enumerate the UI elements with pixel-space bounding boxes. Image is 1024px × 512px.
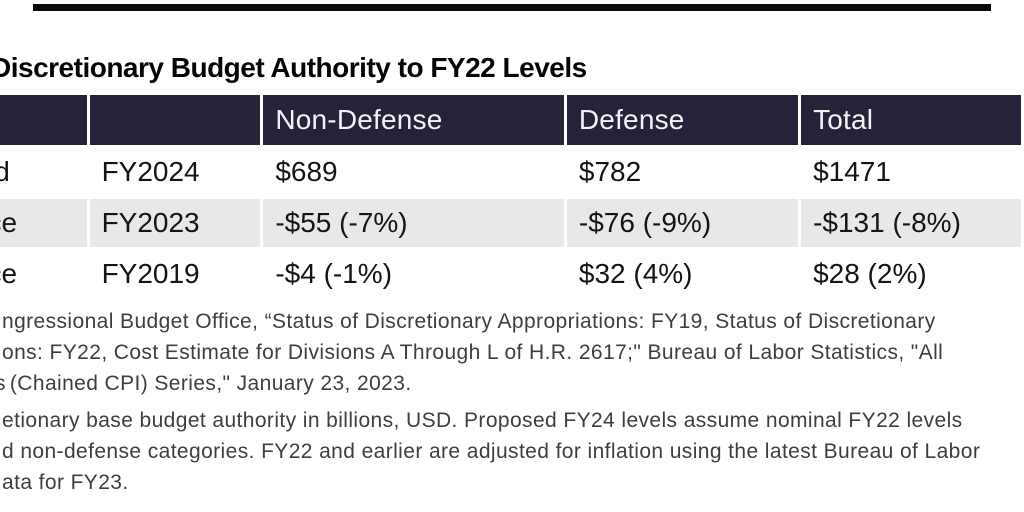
cell-year: FY2023 <box>89 199 261 247</box>
column-header-total: Total <box>801 95 1021 145</box>
table-row-fy2023: Difference FY2023 -$55 (-7%) -$76 (-9%) … <box>0 199 1021 247</box>
cell-defense: -$76 (-9%) <box>566 199 799 247</box>
cell-year: FY2024 <box>89 148 261 196</box>
source-line-2: ons: FY22, Cost Estimate for Divisions A… <box>2 341 944 364</box>
cell-row-label: Difference <box>0 199 87 247</box>
top-divider-bar <box>33 4 991 11</box>
table-container: Non-Defense Defense Total Proposed FY202… <box>0 92 1024 301</box>
cell-year: FY2019 <box>89 250 261 298</box>
table-row-fy2019: Difference FY2019 -$4 (-1%) $32 (4%) $28… <box>0 250 1021 298</box>
column-header-year <box>89 95 261 145</box>
figure-notes: ngressional Budget Office, “Status of Di… <box>0 306 1024 498</box>
source-line-3: s (Chained CPI) Series," January 23, 2023… <box>0 368 1024 399</box>
source-line-1: ngressional Budget Office, “Status of Di… <box>2 310 936 333</box>
cut-letter: s <box>0 372 6 395</box>
header-row: Non-Defense Defense Total <box>0 95 1021 145</box>
column-header-defense: Defense <box>566 95 799 145</box>
cell-non-defense: $689 <box>263 148 564 196</box>
cell-defense: $32 (4%) <box>566 250 799 298</box>
cell-total: $1471 <box>801 148 1021 196</box>
column-header-label <box>0 95 87 145</box>
cell-row-label: Proposed <box>0 148 87 196</box>
methodology-note: etionary base budget authority in billio… <box>2 405 1024 498</box>
table-row-fy2024: Proposed FY2024 $689 $782 $1471 <box>0 148 1021 196</box>
cell-total: -$131 (-8%) <box>801 199 1021 247</box>
note-line-1: etionary base budget authority in billio… <box>2 409 963 432</box>
note-line-2: d non-defense categories. FY22 and earli… <box>2 440 981 463</box>
cell-defense: $782 <box>566 148 799 196</box>
note-line-3: ata for FY23. <box>2 471 129 494</box>
source-note: ngressional Budget Office, “Status of Di… <box>0 306 1024 399</box>
cell-non-defense: -$55 (-7%) <box>263 199 564 247</box>
cell-total: $28 (2%) <box>801 250 1021 298</box>
cell-non-defense: -$4 (-1%) <box>263 250 564 298</box>
cell-row-label: Difference <box>0 250 87 298</box>
column-header-non-defense: Non-Defense <box>263 95 564 145</box>
budget-table: Non-Defense Defense Total Proposed FY202… <box>0 92 1024 301</box>
source-line-3-text: (Chained CPI) Series," January 23, 2023. <box>9 372 412 395</box>
figure-title: Discretionary Budget Authority to FY22 L… <box>0 52 587 83</box>
